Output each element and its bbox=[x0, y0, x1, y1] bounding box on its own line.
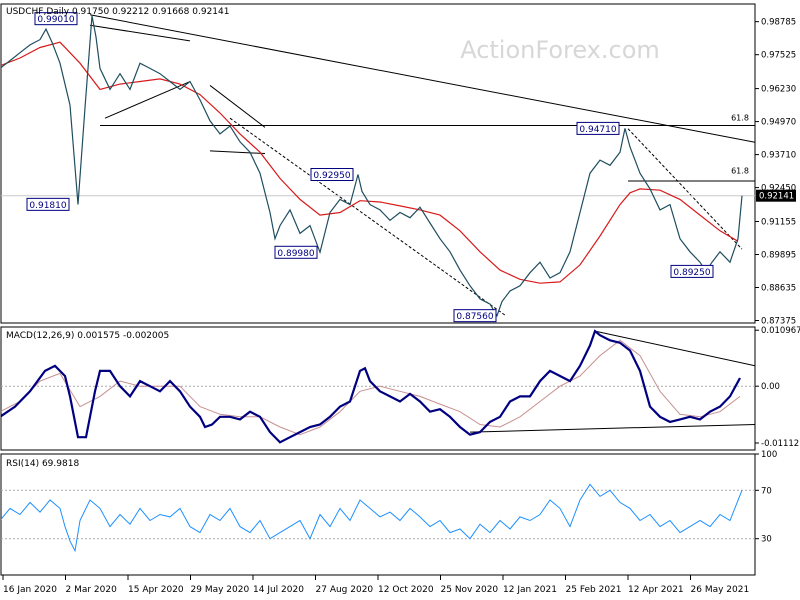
macd-line bbox=[1, 329, 741, 444]
time-tick-label: 16 Jan 2020 bbox=[3, 585, 57, 595]
macd-y-tick-label: -0.011127 bbox=[761, 439, 800, 449]
price-annotation-box bbox=[576, 121, 620, 135]
time-tick-label: 12 Oct 2020 bbox=[378, 585, 434, 595]
price-y-tick-label: 0.94970 bbox=[761, 118, 796, 128]
price-trendline bbox=[627, 128, 743, 250]
price-trendline bbox=[209, 150, 266, 155]
price-annotation-box bbox=[274, 245, 318, 259]
macd-y-tick-label: 0.010967 bbox=[761, 326, 800, 336]
time-tick-label: 27 Aug 2020 bbox=[316, 585, 374, 595]
fib-label: 61.8 bbox=[731, 166, 749, 175]
price-annotation-box bbox=[670, 264, 714, 278]
price-y-tick-label: 0.92450 bbox=[761, 184, 796, 194]
time-tick-label: 12 Jan 2021 bbox=[503, 585, 557, 595]
price-trendline bbox=[209, 85, 266, 128]
price-y-tick-label: 0.88635 bbox=[761, 284, 796, 294]
time-tick-label: 12 Apr 2021 bbox=[628, 585, 684, 595]
rsi-panel-title: RSI(14) 69.9818 bbox=[6, 459, 79, 469]
price-annotation-box bbox=[453, 309, 497, 323]
rsi-y-tick-label: 30 bbox=[761, 535, 772, 545]
price-annotation-label: 0.92950 bbox=[313, 171, 350, 181]
macd-signal-line bbox=[1, 339, 741, 436]
price-annotation-box bbox=[34, 12, 78, 26]
price-y-tick-label: 0.97525 bbox=[761, 51, 796, 61]
time-tick-label: 2 Mar 2020 bbox=[66, 585, 118, 595]
rsi-plot-area bbox=[1, 483, 755, 553]
time-tick-label: 29 May 2020 bbox=[191, 585, 250, 595]
time-tick-label: 14 Jul 2020 bbox=[253, 585, 304, 595]
price-panel-title: USDCHF,Daily 0.91750 0.92212 0.91668 0.9… bbox=[6, 7, 229, 17]
rsi-y-tick-label: 100 bbox=[761, 450, 777, 460]
price-y-tick-label: 0.89895 bbox=[761, 251, 796, 261]
price-annotation-label: 0.89250 bbox=[673, 268, 710, 278]
macd-plot-area bbox=[1, 329, 755, 444]
macd-panel-title: MACD(12,26,9) 0.001575 -0.002005 bbox=[6, 331, 169, 341]
time-axis: 16 Jan 2020 2 Mar 2020 15 Apr 2020 29 May 2… bbox=[2, 575, 750, 595]
price-y-tick-label: 0.87375 bbox=[761, 317, 796, 327]
time-tick-label: 15 Apr 2020 bbox=[128, 585, 184, 595]
price-y-tick-label: 0.96230 bbox=[761, 85, 796, 95]
last-price-label: 0.92141 bbox=[759, 192, 794, 202]
price-annotation-box bbox=[310, 168, 354, 181]
price-line bbox=[1, 15, 743, 318]
macd-trendline bbox=[469, 423, 755, 433]
price-annotation-box bbox=[26, 197, 70, 211]
macd-axis: 0.010967 0.00 -0.011127 bbox=[755, 326, 800, 449]
rsi-panel-frame bbox=[0, 453, 756, 576]
price-y-tick-label: 0.91155 bbox=[761, 218, 796, 228]
price-annotation-label: 0.89980 bbox=[277, 249, 314, 259]
fib-label: 61.8 bbox=[731, 113, 749, 122]
rsi-axis: 100 70 30 bbox=[755, 450, 777, 545]
price-axis: 0.98785 0.97525 0.96230 0.94970 0.93710 0.924… bbox=[755, 18, 796, 327]
macd-panel-frame bbox=[0, 326, 756, 451]
price-annotation-label: 0.87560 bbox=[456, 312, 493, 322]
price-annotation-label: 0.91810 bbox=[29, 201, 66, 211]
price-trendline bbox=[104, 81, 191, 119]
macd-trendline bbox=[594, 330, 755, 367]
price-trendline bbox=[229, 117, 506, 316]
price-trendline bbox=[89, 14, 755, 143]
price-annotation-label: 0.94710 bbox=[579, 125, 616, 135]
price-y-tick-label: 0.98785 bbox=[761, 18, 796, 28]
time-tick-label: 25 Feb 2021 bbox=[566, 585, 622, 595]
rsi-line bbox=[1, 483, 743, 553]
price-panel-frame bbox=[0, 3, 756, 324]
moving-average-line bbox=[1, 41, 739, 284]
price-annotation-label: 0.99010 bbox=[37, 15, 74, 25]
macd-y-tick-label: 0.00 bbox=[761, 382, 780, 392]
price-plot-area: 61.8 61.8 bbox=[1, 14, 755, 318]
price-y-tick-label: 0.93710 bbox=[761, 151, 796, 161]
price-annotations: 0.99010 0.91810 0.92950 0.89980 0.87560 0.947… bbox=[26, 12, 714, 323]
watermark: ActionForex.com bbox=[460, 36, 660, 64]
time-tick-label: 25 Nov 2020 bbox=[441, 585, 499, 595]
rsi-y-tick-label: 70 bbox=[761, 486, 772, 496]
last-price-box bbox=[756, 189, 796, 202]
time-tick-label: 26 May 2021 bbox=[691, 585, 750, 595]
price-trendline bbox=[89, 24, 191, 42]
